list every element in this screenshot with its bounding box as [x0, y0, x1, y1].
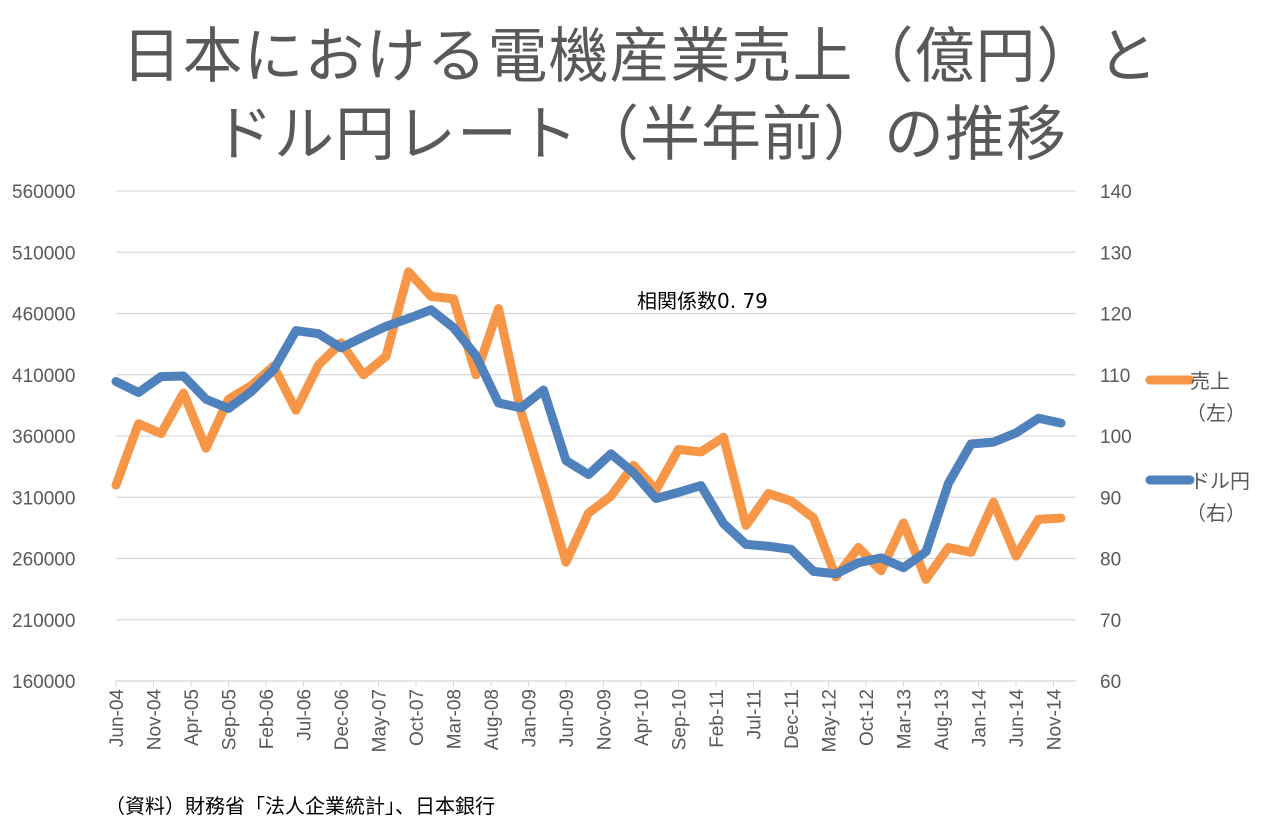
x-tick-label: Jan-14 [970, 689, 991, 748]
x-tick-label: Dec-11 [782, 689, 803, 749]
x-tick-label: May-07 [370, 689, 391, 752]
x-tick-label: Jul-11 [745, 689, 766, 739]
x-tick-label: Apr-10 [632, 689, 653, 746]
left-y-tick-label: 360000 [12, 427, 75, 448]
x-tick-label: Jan-09 [520, 689, 541, 747]
right-y-tick-label: 120 [1100, 305, 1132, 326]
left-y-tick-label: 310000 [12, 488, 75, 509]
legend-label-usdjpy: ドル円 [1190, 469, 1250, 493]
series-lines [111, 267, 1066, 584]
x-tick-label: Jun-14 [1007, 689, 1028, 748]
left-y-tick-label: 460000 [12, 305, 75, 326]
x-tick-label: Nov-09 [595, 689, 616, 750]
right-y-tick-label: 80 [1100, 550, 1121, 571]
right-y-tick-label: 70 [1100, 611, 1121, 632]
x-tick-label: Sep-05 [220, 689, 241, 750]
correlation-annotation: 相関係数0. 79 [637, 289, 768, 313]
right-y-tick-label: 110 [1100, 366, 1130, 387]
series-line-sales [111, 267, 1066, 584]
x-tick-label: Feb-06 [257, 689, 278, 749]
gridlines [116, 190, 1076, 682]
left-y-tick-label: 260000 [12, 550, 75, 571]
legend: 売上 （左） ドル円 （右） [1145, 369, 1250, 525]
x-tick-label: Jul-06 [295, 689, 316, 741]
x-tick-label: Oct-07 [407, 689, 428, 746]
right-y-axis: 140 130 120 110 100 90 80 70 60 [1100, 182, 1132, 693]
x-tick-label: Dec-06 [332, 689, 353, 750]
right-y-tick-label: 100 [1100, 427, 1132, 448]
x-tick-label: Nov-04 [145, 689, 166, 751]
x-tick-label: Jun-09 [557, 689, 578, 747]
legend-sub-usdjpy: （右） [1186, 501, 1246, 525]
x-tick-label: Sep-10 [670, 689, 691, 750]
left-y-tick-label: 510000 [12, 243, 75, 264]
chart-title-line1: 日本における電機産業売上（億円）と [121, 22, 1159, 92]
chart-title-line2: ドル円レート（半年前）の推移 [213, 100, 1067, 170]
x-tick-label: May-12 [820, 689, 841, 752]
left-y-tick-label: 560000 [12, 182, 75, 203]
series-line-usdjpy [111, 305, 1066, 579]
legend-label-sales: 売上 [1190, 369, 1230, 393]
x-tick-label: Nov-14 [1045, 689, 1066, 751]
x-tick-label: Aug-08 [482, 689, 503, 750]
source-note: （資料）財務省「法人企業統計」、日本銀行 [105, 794, 495, 818]
left-y-tick-label: 410000 [12, 366, 75, 387]
right-y-tick-label: 60 [1100, 672, 1121, 693]
legend-sub-sales: （左） [1186, 401, 1246, 425]
x-tick-label: Mar-08 [445, 689, 466, 749]
x-tick-label: Feb-11 [707, 689, 728, 748]
x-tick-label: Apr-05 [182, 689, 203, 746]
right-y-tick-label: 90 [1100, 488, 1121, 509]
x-tick-label: Oct-12 [857, 689, 878, 746]
right-y-tick-label: 130 [1100, 243, 1132, 264]
x-tick-label: Jun-04 [107, 689, 128, 748]
left-y-tick-label: 160000 [12, 672, 75, 693]
right-y-tick-label: 140 [1100, 182, 1132, 203]
left-y-tick-label: 210000 [12, 611, 75, 632]
x-axis: Jun-04 Nov-04 Apr-05 Sep-05 Feb-06 Jul-06 Dec-… [107, 680, 1076, 752]
left-y-axis: 560000 510000 460000 410000 360000 310000 2600… [12, 182, 75, 693]
x-tick-label: Aug-13 [932, 689, 953, 750]
x-tick-label: Mar-13 [895, 689, 916, 749]
